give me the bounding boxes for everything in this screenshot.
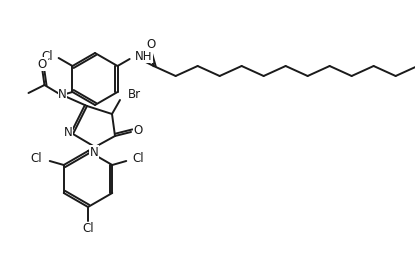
Text: Cl: Cl <box>82 223 94 235</box>
Text: NH: NH <box>134 50 152 62</box>
Text: N: N <box>58 88 67 102</box>
Text: Cl: Cl <box>132 152 144 166</box>
Text: Cl: Cl <box>41 50 53 62</box>
Text: N: N <box>63 126 72 139</box>
Text: O: O <box>133 123 143 136</box>
Text: O: O <box>38 57 47 71</box>
Text: N: N <box>90 146 98 158</box>
Text: O: O <box>146 39 155 52</box>
Text: Cl: Cl <box>30 152 42 166</box>
Text: Br: Br <box>128 87 141 101</box>
